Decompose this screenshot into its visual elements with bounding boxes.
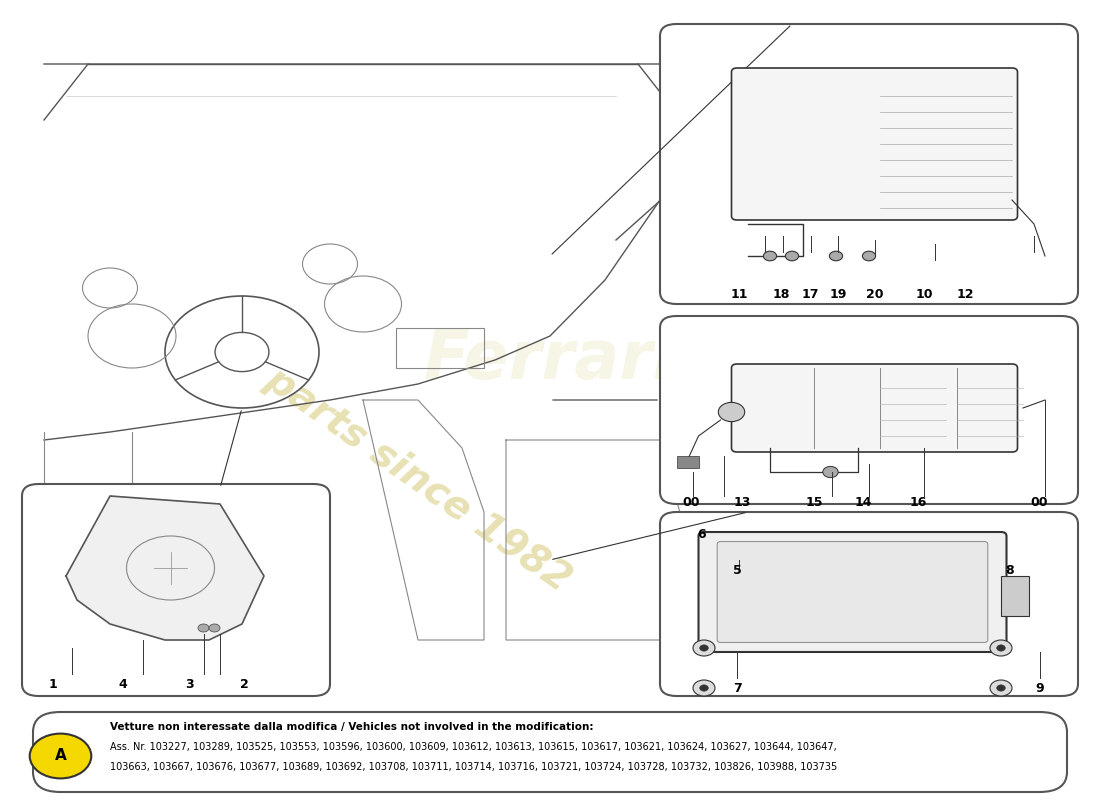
Text: parts since 1982: parts since 1982 — [258, 360, 578, 600]
FancyBboxPatch shape — [698, 532, 1006, 652]
Circle shape — [829, 251, 843, 261]
Bar — [676, 456, 698, 468]
Text: 00: 00 — [1031, 496, 1048, 509]
Text: Vetture non interessate dalla modifica / Vehicles not involved in the modificati: Vetture non interessate dalla modifica /… — [110, 722, 594, 731]
FancyBboxPatch shape — [732, 68, 1018, 220]
FancyBboxPatch shape — [717, 542, 988, 642]
Text: 2: 2 — [240, 678, 249, 691]
Circle shape — [785, 251, 799, 261]
FancyBboxPatch shape — [732, 364, 1018, 452]
FancyBboxPatch shape — [660, 316, 1078, 504]
Circle shape — [198, 624, 209, 632]
Text: 17: 17 — [802, 288, 820, 301]
Text: A: A — [55, 749, 66, 763]
Bar — [396, 328, 484, 368]
Text: 11: 11 — [730, 288, 748, 301]
Text: 00: 00 — [682, 496, 700, 509]
Circle shape — [693, 640, 715, 656]
Text: 5: 5 — [733, 564, 741, 577]
FancyBboxPatch shape — [33, 712, 1067, 792]
Text: 19: 19 — [829, 288, 847, 301]
Text: 7: 7 — [733, 682, 741, 694]
Circle shape — [990, 680, 1012, 696]
FancyBboxPatch shape — [660, 24, 1078, 304]
Text: 18: 18 — [772, 288, 790, 301]
Text: 13: 13 — [734, 496, 751, 509]
Circle shape — [718, 402, 745, 422]
Text: 10: 10 — [915, 288, 933, 301]
Circle shape — [990, 640, 1012, 656]
Text: 4: 4 — [119, 678, 128, 691]
Circle shape — [763, 251, 777, 261]
Circle shape — [30, 734, 91, 778]
Circle shape — [823, 466, 838, 478]
FancyBboxPatch shape — [22, 484, 330, 696]
Text: 20: 20 — [866, 288, 883, 301]
Text: 103663, 103667, 103676, 103677, 103689, 103692, 103708, 103711, 103714, 103716, : 103663, 103667, 103676, 103677, 103689, … — [110, 762, 837, 771]
Circle shape — [997, 685, 1005, 691]
Text: 14: 14 — [855, 496, 872, 509]
FancyBboxPatch shape — [660, 512, 1078, 696]
Circle shape — [209, 624, 220, 632]
Text: 3: 3 — [185, 678, 194, 691]
Circle shape — [700, 685, 708, 691]
Circle shape — [997, 645, 1005, 651]
Bar — [1001, 576, 1028, 616]
Circle shape — [862, 251, 876, 261]
Text: 16: 16 — [910, 496, 927, 509]
FancyBboxPatch shape — [0, 32, 1078, 704]
Text: 15: 15 — [805, 496, 823, 509]
Text: 9: 9 — [1035, 682, 1044, 694]
Text: 1: 1 — [48, 678, 57, 691]
Circle shape — [693, 680, 715, 696]
Text: 8: 8 — [1005, 564, 1014, 577]
Polygon shape — [66, 496, 264, 640]
Text: 6: 6 — [697, 528, 706, 541]
Text: 12: 12 — [957, 288, 975, 301]
Circle shape — [700, 645, 708, 651]
Text: Ferrari: Ferrari — [424, 327, 676, 393]
Text: Ass. Nr. 103227, 103289, 103525, 103553, 103596, 103600, 103609, 103612, 103613,: Ass. Nr. 103227, 103289, 103525, 103553,… — [110, 742, 837, 752]
